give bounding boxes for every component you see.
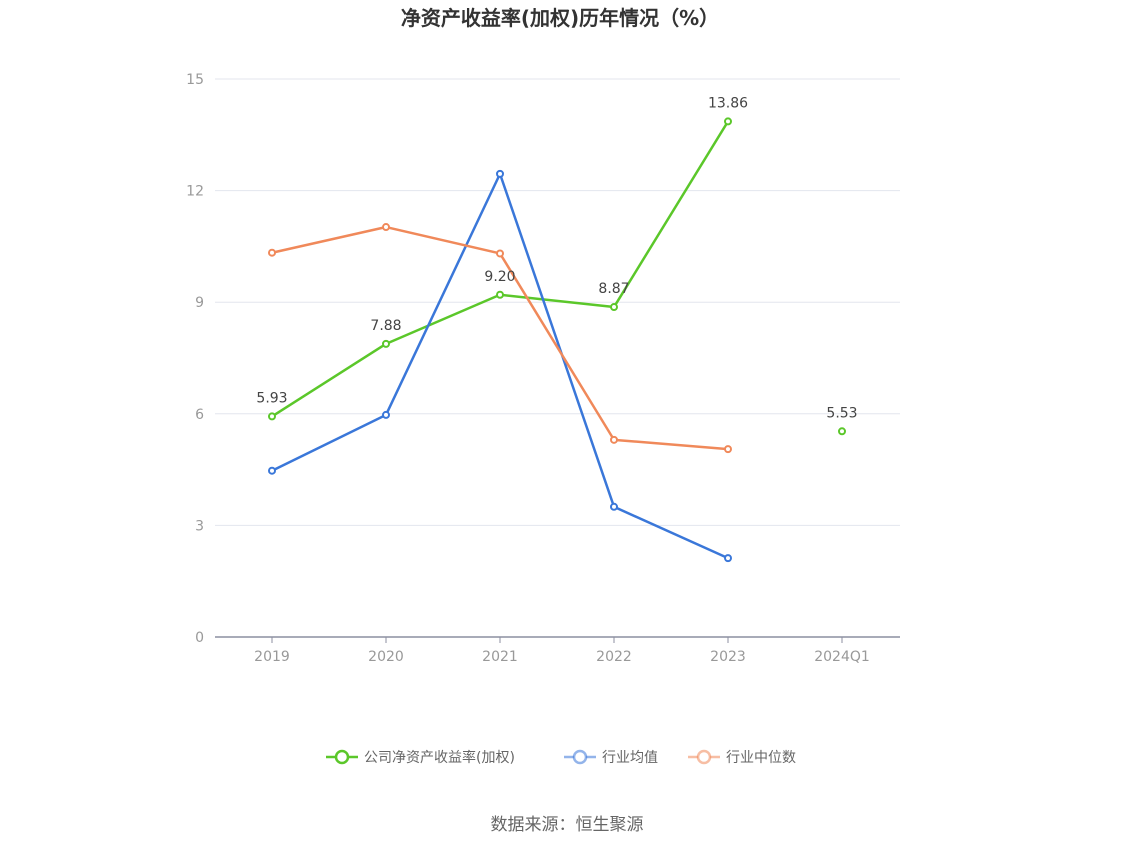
data-labels: 5.93 7.88 9.20 8.87 13.86 5.53 (256, 95, 857, 421)
data-label: 5.93 (256, 390, 287, 406)
x-tick-label: 2021 (482, 649, 518, 665)
data-label: 9.20 (484, 269, 515, 285)
series-segment (612, 505, 730, 560)
series-segment (384, 172, 502, 417)
chart-title: 净资产收益率(加权)历年情况（%） (401, 6, 719, 30)
legend-marker (696, 749, 712, 765)
series-lines (268, 117, 846, 563)
y-tick-label: 3 (195, 518, 204, 534)
data-label: 7.88 (370, 318, 401, 334)
legend-label: 行业均值 (602, 750, 658, 766)
data-label: 5.53 (826, 405, 857, 421)
data-point[interactable] (496, 249, 504, 258)
series-2 (268, 223, 732, 454)
series-segment (612, 438, 730, 451)
x-tick-label: 2024Q1 (814, 649, 870, 665)
legend[interactable]: 公司净资产收益率(加权) 行业均值 行业中位数 (326, 749, 796, 766)
series-0 (268, 117, 846, 436)
data-point[interactable] (724, 445, 732, 454)
series-segment (270, 225, 388, 254)
data-point[interactable] (610, 502, 618, 511)
data-point[interactable] (382, 223, 390, 232)
legend-label: 行业中位数 (726, 750, 796, 766)
y-tick-label: 0 (195, 630, 204, 646)
series-segment (270, 342, 388, 418)
data-point[interactable] (838, 427, 846, 436)
series-segment (498, 252, 616, 442)
y-tick-label: 6 (195, 407, 204, 423)
x-tick-label: 2022 (596, 649, 632, 665)
legend-item-2[interactable]: 行业中位数 (688, 749, 796, 766)
series-1 (268, 169, 732, 563)
data-point[interactable] (724, 554, 732, 563)
series-segment (384, 225, 502, 255)
series-segment (612, 120, 730, 309)
legend-item-1[interactable]: 行业均值 (564, 749, 658, 766)
series-segment (384, 293, 502, 346)
y-tick-label: 15 (186, 72, 204, 88)
data-point[interactable] (382, 339, 390, 348)
data-label: 8.87 (598, 281, 629, 297)
data-point[interactable] (610, 435, 618, 444)
data-point[interactable] (268, 466, 276, 475)
x-tick-label: 2019 (254, 649, 290, 665)
legend-marker (572, 749, 588, 765)
data-point[interactable] (496, 169, 504, 178)
series-segment (498, 293, 616, 309)
data-point[interactable] (268, 248, 276, 257)
series-segment (270, 413, 388, 472)
legend-label: 公司净资产收益率(加权) (364, 749, 515, 766)
data-point[interactable] (610, 303, 618, 312)
y-tick-label: 12 (186, 184, 204, 200)
series-segment (498, 172, 616, 509)
legend-item-0[interactable]: 公司净资产收益率(加权) (326, 749, 515, 766)
x-tick-label: 2023 (710, 649, 746, 665)
x-tick-label: 2020 (368, 649, 404, 665)
data-point[interactable] (382, 410, 390, 419)
data-point[interactable] (496, 290, 504, 299)
y-tick-label: 9 (195, 295, 204, 311)
legend-marker (334, 749, 350, 765)
data-source: 数据来源：恒生聚源 (491, 815, 644, 835)
data-point[interactable] (724, 117, 732, 126)
data-label: 13.86 (708, 95, 748, 111)
data-point[interactable] (268, 412, 276, 421)
axes: 0 3 6 9 12 15 2019 2020 2021 2022 2023 2024Q1 (186, 72, 900, 665)
